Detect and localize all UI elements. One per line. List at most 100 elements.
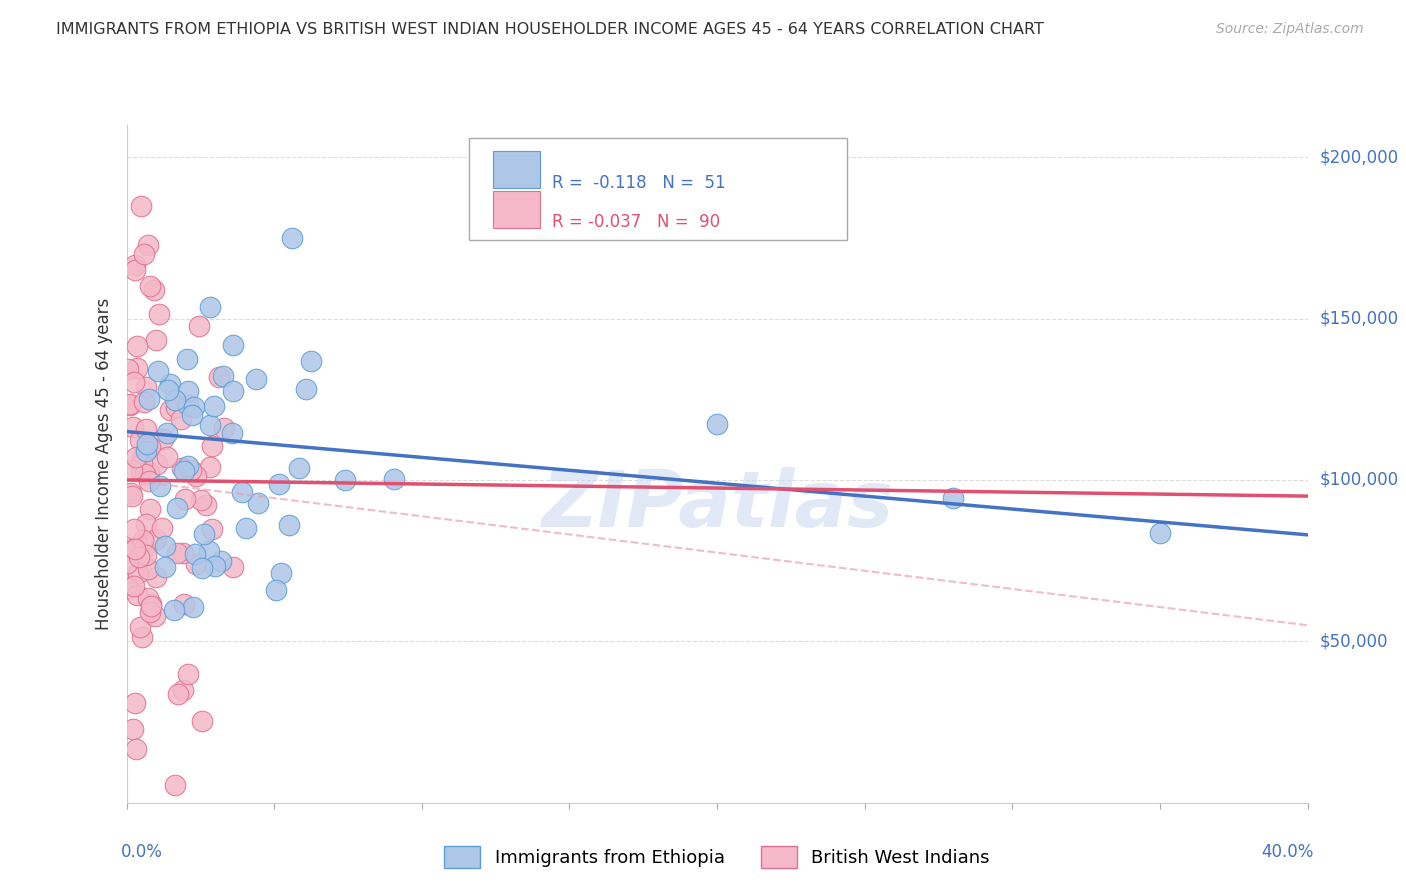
Point xyxy=(138,562,160,576)
Point xyxy=(132,541,155,555)
Point xyxy=(173,597,195,611)
Point xyxy=(135,443,157,458)
Point xyxy=(221,425,243,440)
Point xyxy=(333,473,356,487)
Point xyxy=(122,522,145,536)
Point xyxy=(138,501,160,516)
Point xyxy=(170,412,193,426)
Point xyxy=(193,527,215,541)
Point xyxy=(143,283,166,297)
Point xyxy=(145,570,167,584)
Point xyxy=(269,477,291,491)
Point xyxy=(165,400,187,414)
Point xyxy=(135,422,157,436)
Point xyxy=(201,522,224,536)
Point xyxy=(145,532,167,546)
Point xyxy=(198,544,221,558)
Point xyxy=(231,485,253,500)
Point xyxy=(172,461,194,475)
Point xyxy=(209,554,232,568)
Point xyxy=(222,338,245,352)
Point xyxy=(281,231,304,245)
Point xyxy=(176,352,198,367)
Point xyxy=(145,458,167,472)
Point xyxy=(129,620,152,634)
Point xyxy=(167,687,190,701)
Point xyxy=(264,582,287,597)
Point xyxy=(125,742,148,756)
Point xyxy=(135,380,157,394)
Point xyxy=(295,382,318,396)
Point xyxy=(121,490,143,504)
Point xyxy=(145,333,167,347)
Point xyxy=(173,464,195,478)
Point xyxy=(194,498,217,512)
Point xyxy=(131,456,153,470)
Point xyxy=(184,557,207,571)
Point xyxy=(139,599,162,613)
Point xyxy=(121,463,143,477)
Point xyxy=(159,403,181,417)
Point xyxy=(212,421,235,435)
Text: R = -0.037   N =  90: R = -0.037 N = 90 xyxy=(551,213,720,231)
Point xyxy=(125,339,148,353)
Point xyxy=(177,667,200,681)
Text: $200,000: $200,000 xyxy=(1319,148,1399,166)
Point xyxy=(139,605,162,619)
Point xyxy=(146,364,169,378)
Point xyxy=(191,714,214,728)
Point xyxy=(129,540,152,554)
Point xyxy=(122,375,145,389)
Point xyxy=(138,474,160,488)
Point xyxy=(128,550,150,565)
Point xyxy=(222,384,245,399)
Point xyxy=(128,433,150,447)
Point xyxy=(221,559,243,574)
Point xyxy=(134,467,156,481)
Point xyxy=(143,609,166,624)
Point xyxy=(1149,526,1171,541)
Point xyxy=(188,319,211,334)
Point xyxy=(124,541,146,555)
Point xyxy=(138,237,160,252)
Point xyxy=(134,395,156,409)
Point xyxy=(129,536,152,550)
Point xyxy=(132,533,155,547)
Point xyxy=(127,588,149,602)
Point xyxy=(706,417,728,432)
Point xyxy=(129,464,152,478)
Point xyxy=(270,566,292,580)
Point xyxy=(141,597,163,611)
Point xyxy=(166,546,188,560)
Point xyxy=(200,418,222,433)
Point xyxy=(124,579,146,593)
Legend: Immigrants from Ethiopia, British West Indians: Immigrants from Ethiopia, British West I… xyxy=(437,838,997,875)
Point xyxy=(121,419,143,434)
Point xyxy=(245,372,267,386)
Point xyxy=(942,491,965,506)
Point xyxy=(122,722,145,736)
Point xyxy=(155,539,177,553)
Point xyxy=(139,279,162,293)
Point xyxy=(153,559,176,574)
Point xyxy=(177,384,200,398)
Point xyxy=(247,496,270,510)
Point xyxy=(204,559,226,574)
Point xyxy=(118,397,141,411)
Point xyxy=(152,432,174,446)
Point xyxy=(159,376,181,391)
Point xyxy=(138,591,160,605)
Point xyxy=(150,521,173,535)
Point xyxy=(208,370,231,384)
Point xyxy=(124,696,146,710)
Point xyxy=(117,581,139,595)
Point xyxy=(163,392,186,407)
FancyBboxPatch shape xyxy=(492,191,540,228)
Text: 0.0%: 0.0% xyxy=(121,844,163,862)
Point xyxy=(172,683,194,698)
Point xyxy=(163,603,186,617)
Point xyxy=(190,492,212,507)
Point xyxy=(124,542,146,557)
FancyBboxPatch shape xyxy=(492,151,540,188)
Point xyxy=(301,354,323,368)
